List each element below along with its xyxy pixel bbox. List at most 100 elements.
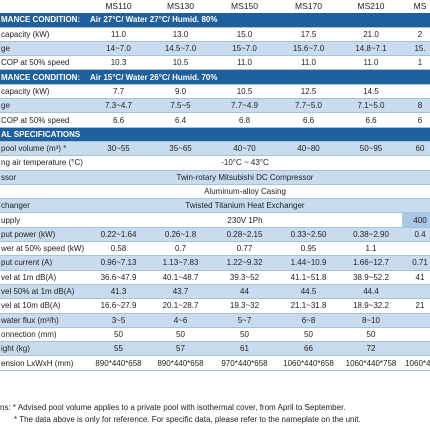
cell-value: 6.6	[277, 112, 340, 128]
cell-value: 55	[88, 341, 149, 357]
footnote-1: ns: * Advised pool volume applies to a p…	[0, 402, 430, 414]
section-header-row: MANCE CONDITION: Air 27°C/ Water 27°C/ Hu…	[0, 13, 430, 28]
row-label: water flux (m³/h)	[0, 313, 88, 328]
model-header-row: MS110 MS130 MS150 MS170 MS210 MS	[0, 0, 430, 13]
cell-value: 0.71	[402, 255, 430, 271]
merged-value: Air 27°C/ Water 27°C/ Humid. 80%	[88, 13, 402, 28]
row-label: ssor	[0, 170, 88, 185]
table-row: ge 7.3~4.7 7.5~5 7.7~4.9 7.7~5.0 7.1~5.0 8	[0, 98, 430, 114]
table-row: put power (kW) 0.22~1.64 0.26~1.8 0.28~2.15…	[0, 227, 430, 243]
cell-value: 50	[149, 327, 212, 343]
footnote-text: * The data above is only for reference. …	[14, 415, 361, 424]
table-row: onnection (mm) 50 50 50 50 50	[0, 327, 430, 343]
cell-value: 11.0	[277, 55, 340, 71]
merged-value: -10°C ~ 43°C	[88, 155, 402, 171]
row-label: wer at 50% speed (kW)	[0, 241, 88, 257]
model-name: MS110	[105, 1, 132, 12]
cell-value: 50	[212, 327, 277, 343]
row-label: ge	[0, 41, 88, 57]
table-row: capacity (kW) 11.0 13.0 15.0 17.5 21.0 2	[0, 27, 430, 42]
table-row: ight (kg) 55 57 61 66 72	[0, 341, 430, 357]
cell-value: 41	[402, 270, 430, 285]
cell-value	[402, 313, 430, 328]
cell-value: 7.3~4.7	[88, 98, 149, 114]
row-label: ge	[0, 98, 88, 114]
cell-value	[402, 284, 430, 300]
cell-value: 1060*440*758	[340, 355, 402, 371]
cell-value: 18.9~32.2	[340, 298, 402, 314]
row-label: COP at 50% speed	[0, 55, 88, 71]
cell-value: 0.4	[402, 227, 430, 243]
cell-value: 72	[340, 341, 402, 357]
cell-value: 15.0	[212, 27, 277, 42]
model-name: MS210	[357, 1, 385, 12]
cell-value: 21	[402, 298, 430, 314]
header-corner	[0, 0, 88, 13]
cell-value: 6.8	[212, 112, 277, 128]
table-row: ssor Twin-rotary Mitsubishi DC Compressor	[0, 170, 430, 185]
cell-value	[402, 13, 430, 28]
cell-value: 40.1~48.7	[149, 270, 212, 285]
cell-value: 20.1~28.7	[149, 298, 212, 314]
table-row: capacity (kW) 7.7 9.0 10.5 12.5 14.5	[0, 84, 430, 100]
section-header-row: MANCE CONDITION: Air 15°C/ Water 26°C/ Hu…	[0, 69, 430, 85]
cell-value: 39.3~52	[212, 270, 277, 285]
spec-table-body: MS110 MS130 MS150 MS170 MS210 MS MANCE C…	[0, 0, 430, 371]
cell-value: 17.5	[277, 27, 340, 42]
row-label: put power (kW)	[0, 227, 88, 243]
table-row: COP at 50% speed 6.6 6.4 6.8 6.6 6.6 6	[0, 112, 430, 128]
cell-value: 38.9~52.2	[340, 270, 402, 285]
table-row: ng air temperature (°C) -10°C ~ 43°C	[0, 155, 430, 171]
cell-value: 0.96~7.13	[88, 255, 149, 271]
cell-value: 0.26~1.8	[149, 227, 212, 243]
cell-value: 6.6	[340, 112, 402, 128]
cell-value: 21.1~31.8	[277, 298, 340, 314]
cell-value: 13.0	[149, 27, 212, 42]
row-label: changer	[0, 198, 88, 214]
table-row: upply 230V 1Ph 400	[0, 212, 430, 228]
cell-value: 10.3	[88, 55, 149, 71]
cell-value: 1060*44	[402, 355, 430, 371]
cell-value: 1060*440*658	[277, 355, 340, 371]
cell-value: 0.7	[149, 241, 212, 257]
cell-value: 4~6	[149, 313, 212, 328]
merged-value: Twisted Titanium Heat Exchanger	[88, 198, 402, 214]
cell-value: 44	[212, 284, 277, 300]
cell-value: 5~7	[212, 313, 277, 328]
model-name: MS170	[295, 1, 322, 12]
cell-value	[277, 127, 340, 142]
cell-value: 890*440*658	[149, 355, 212, 371]
cell-value	[402, 127, 430, 142]
cell-value: 10.5	[149, 55, 212, 71]
row-label: onnection (mm)	[0, 327, 88, 343]
cell-value: 50	[340, 327, 402, 343]
merged-value: 230V 1Ph	[88, 212, 402, 228]
footnote-prefix: ns:	[0, 403, 11, 412]
row-label: MANCE CONDITION:	[0, 13, 88, 28]
cell-value: 0.95	[277, 241, 340, 257]
cell-value: 970*440*658	[212, 355, 277, 371]
cell-value: 44.4	[340, 284, 402, 300]
cell-value: 66	[277, 341, 340, 357]
row-label: vel at 1m dB(A)	[0, 270, 88, 285]
cell-value: 1.1	[340, 241, 402, 257]
row-label: pool volume (m³) *	[0, 141, 88, 157]
table-row: vel at 10m dB(A) 16.6~27.9 20.1~28.7 19.3~3…	[0, 298, 430, 314]
row-label: ight (kg)	[0, 341, 88, 357]
table-row: ension LxWxH (mm) 890*440*658 890*440*658 9…	[0, 355, 430, 371]
cell-value: 41.3	[88, 284, 149, 300]
row-label: AL SPECIFICATIONS	[0, 127, 88, 142]
cell-value	[402, 155, 430, 171]
cell-value: 1.44~10.9	[277, 255, 340, 271]
row-label: capacity (kW)	[0, 27, 88, 42]
section-header-row: AL SPECIFICATIONS	[0, 127, 430, 142]
cell-value: 30~55	[88, 141, 149, 157]
cell-value: 10.5	[212, 84, 277, 100]
cell-value: 2	[402, 27, 430, 42]
cell-value: 1.22~9.32	[212, 255, 277, 271]
cell-value: 40~80	[277, 141, 340, 157]
table-row: pool volume (m³) * 30~55 35~65 40~70 40~80 50…	[0, 141, 430, 157]
cell-value	[402, 241, 430, 257]
cell-value: 0.77	[212, 241, 277, 257]
model-name: MS	[413, 1, 427, 12]
